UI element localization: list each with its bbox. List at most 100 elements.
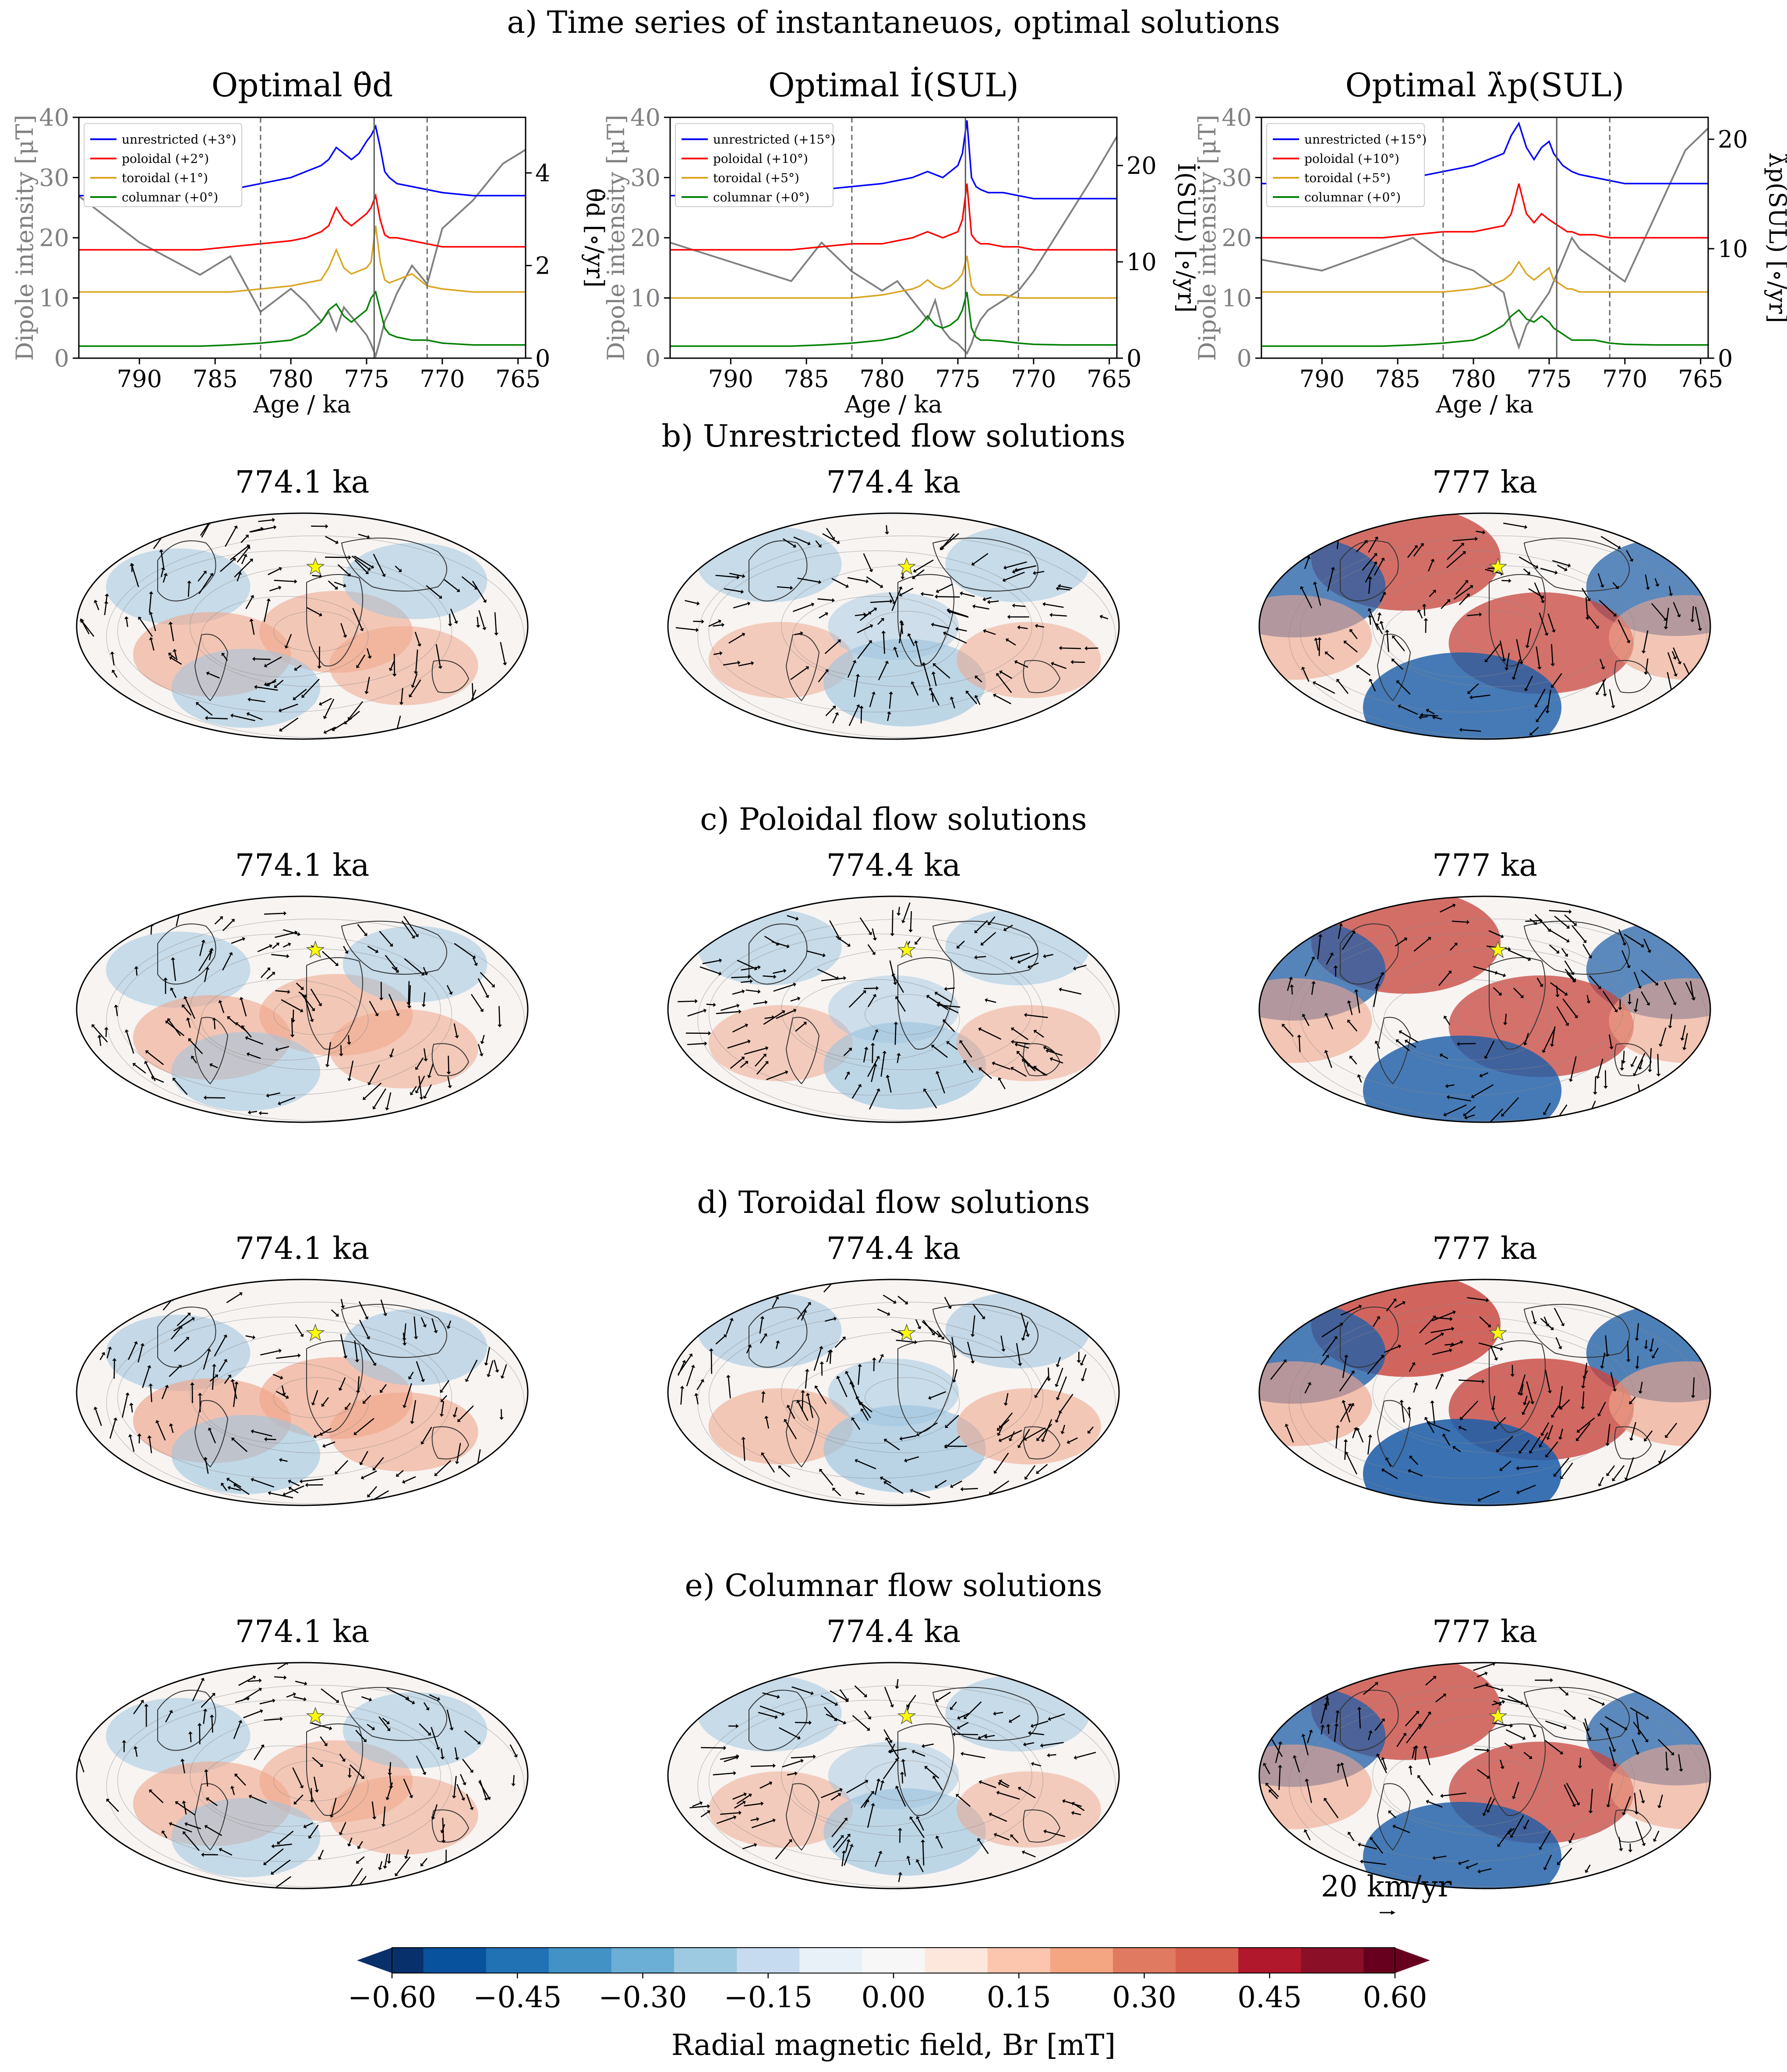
flow-arrow: [930, 1391, 946, 1399]
flow-arrow: [1428, 710, 1435, 715]
flow-arrow: [980, 1029, 1002, 1040]
arrow-head: [936, 589, 939, 593]
colorbar-bin: [455, 1948, 487, 1973]
flow-arrow: [1537, 705, 1548, 721]
arrow-head: [1606, 1804, 1611, 1808]
flow-arrow: [1481, 1072, 1489, 1076]
arrow-head: [1385, 629, 1390, 632]
arrow-head: [129, 1402, 134, 1406]
flow-arrow: [732, 1794, 745, 1800]
flow-arrow: [957, 628, 967, 632]
arrow-head: [1451, 1326, 1455, 1331]
arrow-head: [863, 612, 867, 617]
arrow-head: [161, 1830, 166, 1834]
arrow-head: [219, 1847, 222, 1852]
flow-arrow: [1425, 1748, 1430, 1765]
flow-arrow: [1069, 1437, 1078, 1443]
arrow-head: [264, 1437, 267, 1441]
flow-arrow: [1504, 1742, 1511, 1748]
flow-arrow: [1301, 588, 1313, 609]
arrow-head: [898, 586, 903, 590]
flow-arrow: [1554, 916, 1568, 927]
flow-arrow: [763, 1011, 784, 1025]
flow-arrow: [867, 996, 875, 1008]
arrow-head: [343, 634, 347, 638]
coastline: [1377, 1783, 1411, 1851]
flow-arrow: [214, 917, 222, 925]
arrow-head: [457, 1418, 461, 1422]
flow-arrow: [819, 613, 826, 619]
colorbar-bin: [423, 1948, 455, 1973]
arrow-head: [440, 1389, 444, 1393]
flow-arrow: [1551, 1026, 1556, 1045]
flow-arrow: [295, 1794, 304, 1803]
flow-arrow: [1491, 1701, 1503, 1706]
flow-arrow: [963, 1753, 985, 1758]
flow-arrow: [957, 1795, 971, 1807]
arrow-head: [1009, 1719, 1012, 1723]
flow-arrow: [261, 1112, 268, 1114]
arrow-head: [422, 1772, 427, 1775]
arrow-head: [1302, 1014, 1306, 1017]
arrow-head: [93, 1406, 98, 1410]
arrow-head: [1056, 1397, 1060, 1400]
contour-line: [865, 994, 949, 1035]
flow-arrow: [1516, 639, 1522, 662]
arrow-head: [360, 1475, 364, 1480]
arrow-head: [249, 558, 253, 562]
arrow-head: [497, 1024, 502, 1028]
arrow-head: [455, 1461, 459, 1464]
flow-arrow: [861, 1403, 872, 1413]
flow-arrow: [1348, 1405, 1353, 1413]
flow-arrow: [142, 1367, 150, 1388]
arrow-head: [1306, 556, 1311, 559]
flow-arrow: [713, 1772, 734, 1776]
flow-arrow: [1506, 653, 1510, 668]
arrow-head: [425, 1707, 430, 1711]
flow-arrow: [1358, 1076, 1362, 1083]
arrow-head: [881, 631, 886, 634]
arrow-head: [863, 1694, 867, 1698]
flow-arrow: [1518, 1484, 1536, 1493]
arrow-head: [921, 1839, 925, 1843]
arrow-head: [849, 1381, 854, 1385]
arrow-head: [786, 944, 790, 948]
arrow-head: [1560, 1476, 1564, 1480]
flow-arrow: [1570, 1832, 1575, 1841]
arrow-head: [785, 1070, 788, 1075]
flow-arrow: [1358, 666, 1371, 676]
arrow-head: [790, 585, 793, 590]
arrow-head: [1653, 1838, 1657, 1842]
flow-arrow: [867, 1805, 874, 1828]
arrow-head: [372, 1816, 377, 1820]
y-tick-label: 40: [39, 104, 69, 131]
arrow-head: [1641, 1800, 1645, 1804]
arrow-head: [205, 715, 208, 720]
flow-arrow: [1525, 1032, 1529, 1043]
flow-arrow: [1582, 944, 1591, 957]
flow-arrow: [99, 1037, 102, 1046]
arrow-head: [500, 1375, 505, 1379]
colorbar-bin: [768, 1948, 800, 1973]
flow-arrow: [1531, 726, 1539, 734]
arrow-head: [1042, 602, 1045, 606]
arrow-head: [998, 1438, 1002, 1442]
flow-arrow: [841, 1853, 844, 1867]
mollweide-map: [1258, 512, 1711, 740]
arrow-head: [1576, 1429, 1580, 1433]
flow-arrow: [233, 715, 255, 722]
flow-arrow: [1492, 1395, 1495, 1408]
flow-arrow: [1501, 1460, 1512, 1470]
arrow-head: [287, 942, 291, 947]
flow-arrow: [696, 1395, 699, 1405]
coastline: [341, 1687, 447, 1741]
arrow-head: [1014, 1042, 1018, 1047]
flow-arrow: [95, 1409, 102, 1426]
flow-arrow: [500, 642, 505, 663]
flow-arrow: [1526, 1381, 1533, 1402]
arrow-head: [1539, 1846, 1543, 1850]
flow-arrow: [456, 1784, 464, 1799]
rate-line: [670, 136, 1118, 355]
arrow-head: [201, 1852, 204, 1857]
flow-arrow: [1335, 1713, 1338, 1723]
